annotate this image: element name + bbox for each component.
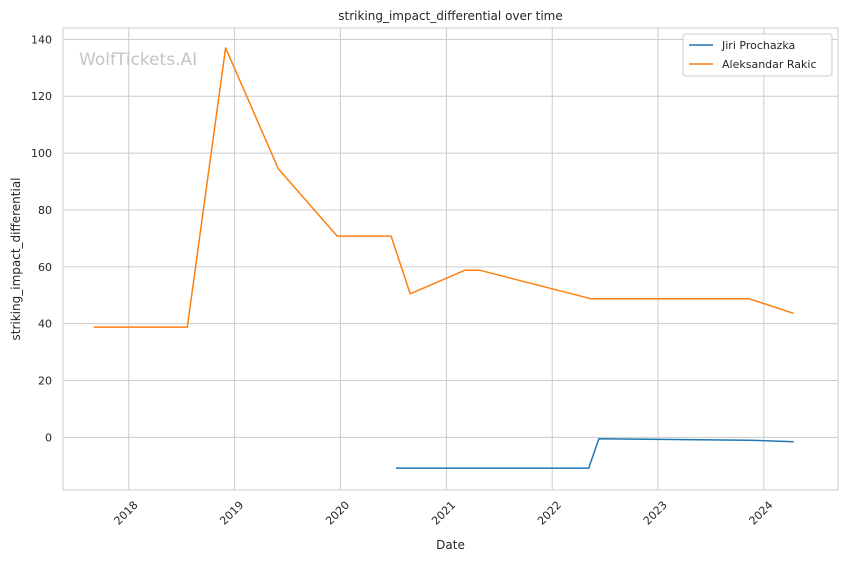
x-tick-label: 2024 <box>747 499 776 528</box>
y-tick-label: 120 <box>31 90 52 103</box>
watermark: WolfTickets.AI <box>79 50 197 70</box>
legend-label: Jiri Prochazka <box>721 39 795 52</box>
grid <box>63 28 838 490</box>
x-axis-label: Date <box>436 538 465 552</box>
y-tick-label: 60 <box>38 261 52 274</box>
x-tick-label: 2022 <box>535 499 564 528</box>
y-axis-label: striking_impact_differential <box>9 177 23 340</box>
legend: Jiri Prochazka Aleksandar Rakic <box>682 33 833 77</box>
x-axis-ticks: 2018 2019 2020 2021 2022 2023 2024 <box>112 499 776 528</box>
series-line-jiri-prochazka <box>396 438 794 469</box>
y-axis-ticks: 0 20 40 60 80 100 120 140 <box>31 33 52 444</box>
y-tick-label: 20 <box>38 375 52 388</box>
y-tick-label: 80 <box>38 204 52 217</box>
x-tick-label: 2019 <box>217 499 246 528</box>
series-line-aleksandar-rakic <box>93 47 794 328</box>
x-tick-label: 2023 <box>641 499 670 528</box>
plot-area <box>62 27 839 491</box>
y-tick-label: 40 <box>38 318 52 331</box>
legend-label: Aleksandar Rakic <box>722 58 817 71</box>
x-tick-label: 2021 <box>429 499 458 528</box>
series-group <box>93 47 794 469</box>
y-tick-label: 0 <box>45 431 52 444</box>
legend-box <box>682 33 833 77</box>
x-tick-label: 2018 <box>112 499 141 528</box>
chart-title: striking_impact_differential over time <box>338 9 563 23</box>
y-tick-label: 100 <box>31 147 52 160</box>
y-tick-label: 140 <box>31 33 52 46</box>
x-tick-label: 2020 <box>323 499 352 528</box>
